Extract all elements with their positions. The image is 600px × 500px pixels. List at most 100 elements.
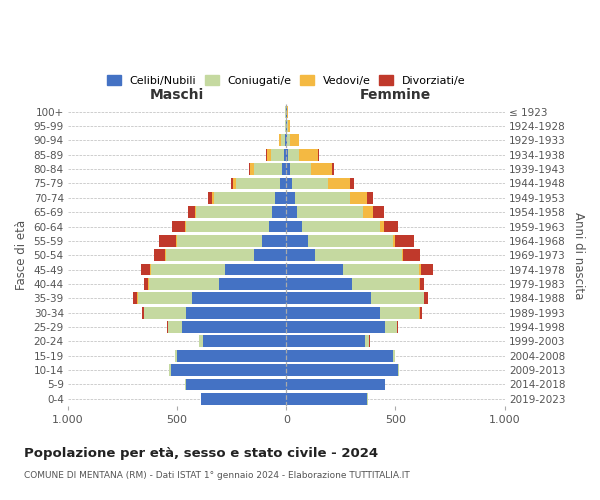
Bar: [279, 134, 281, 146]
Bar: [225, 264, 286, 276]
Bar: [286, 307, 380, 318]
Bar: [286, 364, 398, 376]
Bar: [199, 336, 203, 347]
Bar: [186, 378, 286, 390]
Bar: [214, 192, 275, 203]
Bar: [297, 206, 363, 218]
Bar: [149, 278, 218, 290]
Bar: [397, 321, 398, 333]
Bar: [289, 149, 299, 160]
Bar: [384, 220, 398, 232]
Bar: [290, 163, 311, 175]
Bar: [188, 206, 195, 218]
Bar: [186, 220, 269, 232]
Legend: Celibi/Nubili, Coniugati/e, Vedovi/e, Divorziati/e: Celibi/Nubili, Coniugati/e, Vedovi/e, Di…: [103, 71, 470, 90]
Bar: [393, 350, 395, 362]
Bar: [286, 393, 367, 404]
Bar: [299, 149, 318, 160]
Bar: [380, 220, 384, 232]
Bar: [201, 393, 286, 404]
Bar: [169, 364, 170, 376]
Bar: [371, 292, 424, 304]
Bar: [185, 378, 186, 390]
Bar: [288, 120, 290, 132]
Bar: [196, 206, 272, 218]
Bar: [292, 178, 328, 190]
Bar: [424, 292, 428, 304]
Bar: [286, 192, 295, 203]
Bar: [195, 206, 196, 218]
Bar: [284, 149, 286, 160]
Bar: [208, 192, 212, 203]
Bar: [286, 278, 352, 290]
Bar: [185, 220, 186, 232]
Bar: [286, 250, 314, 261]
Bar: [266, 149, 267, 160]
Bar: [286, 235, 308, 247]
Bar: [233, 178, 236, 190]
Bar: [308, 235, 393, 247]
Bar: [420, 278, 424, 290]
Bar: [169, 321, 182, 333]
Bar: [421, 264, 433, 276]
Bar: [352, 278, 419, 290]
Bar: [267, 149, 271, 160]
Bar: [158, 235, 176, 247]
Bar: [332, 163, 334, 175]
Bar: [295, 192, 350, 203]
Bar: [286, 350, 393, 362]
Bar: [286, 378, 385, 390]
Bar: [138, 292, 193, 304]
Y-axis label: Anni di nascita: Anni di nascita: [572, 212, 585, 299]
Bar: [218, 278, 286, 290]
Bar: [269, 220, 286, 232]
Bar: [248, 163, 250, 175]
Bar: [318, 149, 319, 160]
Bar: [250, 163, 254, 175]
Y-axis label: Fasce di età: Fasce di età: [15, 220, 28, 290]
Bar: [176, 235, 177, 247]
Bar: [285, 120, 286, 132]
Text: Maschi: Maschi: [150, 88, 204, 102]
Bar: [350, 178, 354, 190]
Bar: [275, 192, 286, 203]
Bar: [286, 178, 292, 190]
Bar: [133, 292, 137, 304]
Bar: [365, 336, 369, 347]
Bar: [165, 250, 166, 261]
Bar: [328, 178, 350, 190]
Text: Popolazione per età, sesso e stato civile - 2024: Popolazione per età, sesso e stato civil…: [24, 448, 378, 460]
Bar: [281, 134, 285, 146]
Bar: [402, 250, 403, 261]
Bar: [286, 134, 287, 146]
Bar: [177, 235, 262, 247]
Bar: [419, 264, 421, 276]
Bar: [282, 163, 286, 175]
Bar: [350, 192, 367, 203]
Bar: [286, 163, 290, 175]
Bar: [170, 364, 286, 376]
Bar: [302, 220, 380, 232]
Bar: [236, 178, 280, 190]
Bar: [150, 264, 151, 276]
Bar: [145, 307, 186, 318]
Bar: [177, 350, 286, 362]
Bar: [420, 307, 422, 318]
Bar: [203, 336, 286, 347]
Bar: [175, 350, 177, 362]
Bar: [395, 235, 414, 247]
Bar: [285, 134, 286, 146]
Bar: [272, 206, 286, 218]
Bar: [287, 134, 290, 146]
Bar: [286, 206, 297, 218]
Bar: [403, 250, 420, 261]
Bar: [212, 192, 214, 203]
Bar: [286, 220, 302, 232]
Bar: [254, 250, 286, 261]
Bar: [286, 149, 289, 160]
Text: COMUNE DI MENTANA (RM) - Dati ISTAT 1° gennaio 2024 - Elaborazione TUTTITALIA.IT: COMUNE DI MENTANA (RM) - Dati ISTAT 1° g…: [24, 471, 410, 480]
Bar: [286, 264, 343, 276]
Bar: [167, 321, 168, 333]
Bar: [286, 336, 365, 347]
Bar: [154, 250, 165, 261]
